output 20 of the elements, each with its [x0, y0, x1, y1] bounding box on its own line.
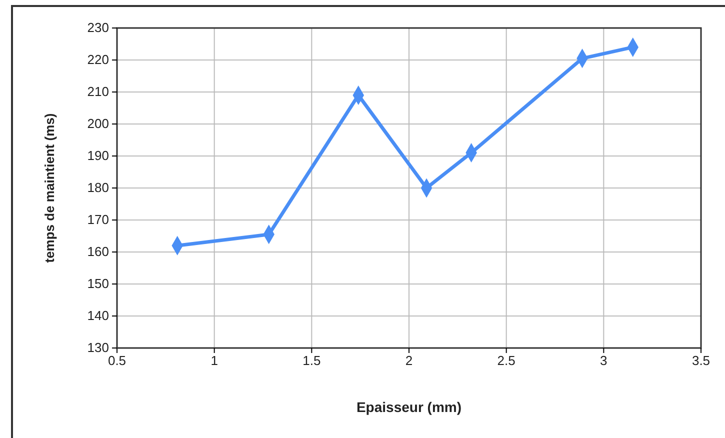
- x-tick-label: 2: [405, 353, 413, 368]
- y-tick-label: 170: [87, 212, 109, 228]
- y-tick-label: 180: [87, 180, 109, 196]
- x-tick-label: 0.5: [108, 353, 126, 368]
- y-tick-label: 140: [87, 308, 109, 324]
- y-axis-title: temps de maintient (ms): [42, 113, 57, 263]
- x-tick-label: 3: [600, 353, 608, 368]
- x-tick-label: 3.5: [692, 353, 710, 368]
- y-tick-label: 210: [87, 84, 109, 100]
- x-tick-label: 1: [210, 353, 218, 368]
- y-tick-label: 150: [87, 276, 109, 292]
- x-tick-label: 2.5: [497, 353, 516, 368]
- y-tick-label: 190: [87, 148, 109, 164]
- y-tick-label: 230: [87, 20, 109, 36]
- x-axis-title: Epaisseur (mm): [356, 399, 462, 415]
- y-tick-label: 200: [87, 116, 109, 132]
- y-tick-label: 160: [87, 244, 109, 260]
- x-tick-label: 1.5: [302, 353, 321, 368]
- y-tick-label: 130: [87, 340, 109, 356]
- y-tick-label: 220: [87, 52, 109, 68]
